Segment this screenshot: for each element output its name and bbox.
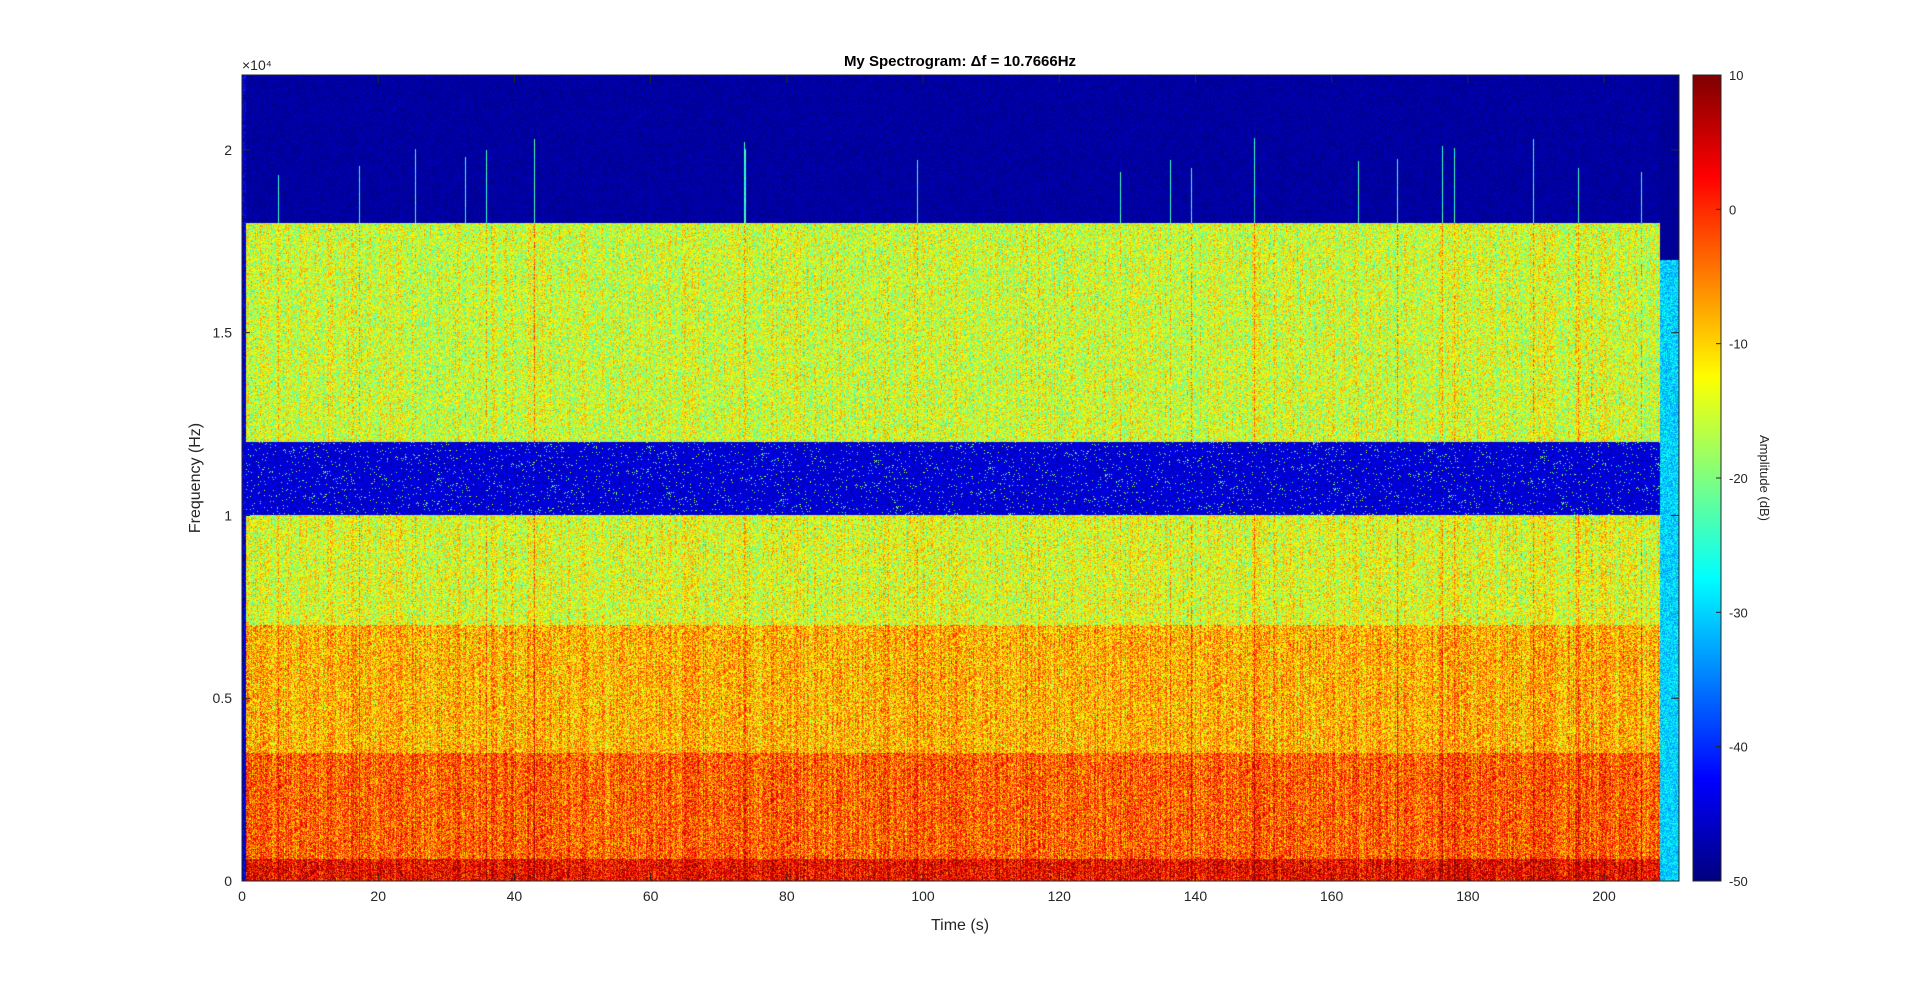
colorbar-tick-label: 10: [1729, 68, 1743, 83]
colorbar-label: Amplitude (dB): [1757, 435, 1772, 521]
x-tick-label: 20: [370, 888, 386, 904]
colorbar-tick-label: 0: [1729, 202, 1736, 217]
x-tick-label: 140: [1184, 888, 1208, 904]
x-tick-label: 60: [643, 888, 659, 904]
y-axis-ticks: 0 0.5 1 1.5 2: [213, 142, 1679, 889]
y-tick-label: 1.5: [213, 325, 233, 341]
x-tick-label: 180: [1456, 888, 1480, 904]
spectrogram-image: [242, 75, 1679, 881]
colorbar-tick-label: -20: [1729, 471, 1748, 486]
x-tick-label: 120: [1048, 888, 1072, 904]
y-tick-label: 1: [224, 507, 232, 523]
x-tick-label: 200: [1592, 888, 1616, 904]
colorbar-tick-label: -40: [1729, 740, 1748, 755]
y-tick-label: 0.5: [213, 690, 233, 706]
x-tick-label: 0: [238, 888, 246, 904]
x-axis-ticks: 0 20 40 60 80 100 120 140 160 180 200: [238, 75, 1616, 904]
colorbar-tick-label: -10: [1729, 337, 1748, 352]
colorbar-tick-label: -30: [1729, 605, 1748, 620]
x-tick-label: 100: [911, 888, 935, 904]
x-tick-label: 80: [779, 888, 795, 904]
y-tick-label: 0: [224, 873, 232, 889]
y-exponent-label: ×10⁴: [242, 57, 272, 73]
plot-frame: [241, 74, 1680, 882]
x-tick-label: 40: [507, 888, 523, 904]
x-axis-label: Time (s): [931, 917, 989, 934]
y-axis-label: Frequency (Hz): [187, 423, 204, 533]
chart-title: My Spectrogram: Δf = 10.7666Hz: [844, 53, 1076, 70]
y-tick-label: 2: [224, 142, 232, 158]
colorbar-tick-label: -50: [1729, 874, 1748, 889]
colorbar-ticks: 10 0 -10 -20 -30 -40 -50: [1716, 68, 1748, 889]
x-tick-label: 160: [1320, 888, 1344, 904]
